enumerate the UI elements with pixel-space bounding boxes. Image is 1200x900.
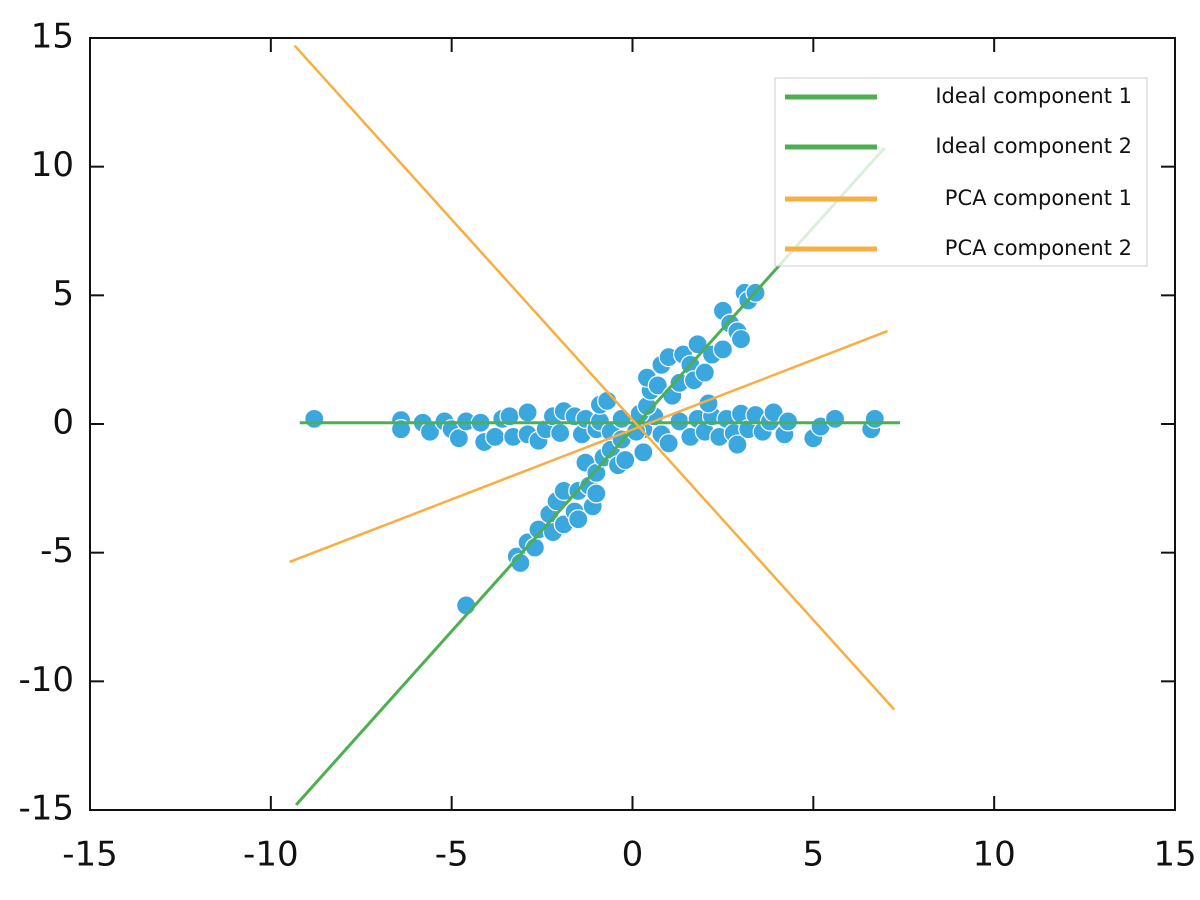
point	[727, 434, 748, 455]
point	[586, 483, 607, 504]
legend-label: Ideal component 2	[935, 134, 1132, 158]
point	[864, 408, 885, 429]
legend-label: PCA component 1	[945, 186, 1132, 210]
y-tick-label: 5	[52, 274, 74, 314]
point	[712, 339, 734, 360]
legend-label: Ideal component 1	[935, 84, 1132, 108]
y-tick-label: -5	[40, 531, 74, 571]
component-line	[289, 329, 888, 564]
point	[647, 375, 668, 396]
x-tick-label: 0	[622, 835, 644, 875]
legend-box	[774, 77, 1148, 267]
legend-label: PCA component 2	[945, 236, 1132, 260]
y-tick-label: 10	[31, 145, 74, 185]
y-tick-label: -15	[18, 789, 74, 829]
point	[568, 509, 589, 530]
point	[730, 328, 752, 350]
point	[390, 419, 412, 440]
plot-frame	[89, 37, 1176, 811]
y-tick-label: 15	[31, 17, 74, 57]
x-tick-label: -10	[243, 835, 299, 875]
point	[824, 408, 846, 429]
point	[694, 362, 715, 383]
point	[550, 422, 571, 444]
x-tick-label: -5	[435, 835, 469, 875]
point	[484, 426, 506, 447]
point	[615, 449, 636, 471]
point	[304, 408, 325, 429]
point	[658, 433, 679, 454]
point	[633, 442, 654, 463]
y-tick-label: 0	[52, 403, 74, 443]
component-line	[293, 44, 896, 711]
point	[517, 402, 538, 423]
point	[448, 428, 469, 449]
x-tick-label: 10	[973, 835, 1016, 875]
x-tick-label: -15	[62, 835, 118, 875]
y-tick-label: -10	[18, 660, 74, 700]
x-tick-label: 5	[803, 835, 825, 875]
x-tick-label: 15	[1153, 835, 1196, 875]
